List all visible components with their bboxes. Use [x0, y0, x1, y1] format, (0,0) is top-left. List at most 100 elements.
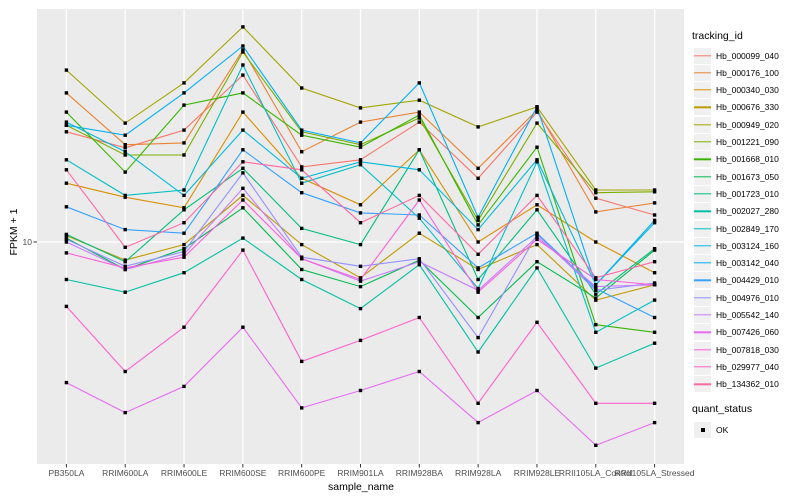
data-point-marker — [535, 105, 539, 109]
data-point-marker — [476, 315, 480, 320]
data-point-marker — [182, 325, 186, 329]
legend-item: Hb_000949_020 — [694, 116, 779, 133]
x-tick-label: RRIM901LA — [337, 468, 384, 478]
data-point-marker — [182, 206, 186, 210]
data-point-marker — [64, 130, 69, 134]
data-point-marker — [535, 145, 539, 149]
black-square-marker-icon — [700, 427, 705, 432]
data-point-marker — [358, 145, 363, 149]
legend-color-line — [694, 331, 711, 333]
data-point-marker — [123, 143, 127, 147]
data-point-marker — [594, 296, 598, 300]
data-point-marker — [241, 171, 245, 175]
data-point-marker — [476, 420, 480, 425]
legend-item: Hb_002027_280 — [694, 203, 779, 220]
data-point-marker — [123, 146, 127, 150]
data-point-marker — [64, 158, 69, 162]
x-tick-label: RRIM928LA — [454, 468, 502, 478]
y-tick-label: 10 — [22, 237, 32, 247]
legend-item: Hb_000099_040 — [694, 47, 779, 64]
legend-color-line — [694, 106, 711, 109]
data-point-marker — [594, 288, 598, 292]
data-point-marker — [182, 153, 186, 157]
data-point-marker — [476, 350, 480, 354]
data-point-marker — [535, 193, 539, 198]
legend-key — [694, 116, 711, 133]
data-point-marker — [358, 221, 363, 225]
legend-item: Hb_001221_090 — [694, 134, 779, 151]
legend-item-label: Hb_004429_010 — [716, 275, 779, 286]
data-point-marker — [64, 205, 69, 209]
data-point-marker — [123, 369, 127, 374]
data-point-marker — [652, 260, 657, 264]
data-point-marker — [64, 251, 69, 255]
data-point-marker — [123, 170, 127, 174]
data-point-marker — [64, 91, 69, 95]
data-point-marker — [417, 168, 421, 172]
data-point-marker — [241, 325, 245, 329]
legend-key — [694, 272, 711, 289]
data-point-marker — [358, 284, 363, 289]
data-point-marker — [535, 242, 539, 247]
data-point-marker — [417, 110, 421, 114]
legend-key — [694, 324, 711, 341]
data-point-marker — [358, 120, 363, 124]
data-point-marker — [417, 198, 421, 202]
data-point-marker — [594, 292, 598, 296]
legend-key — [694, 358, 711, 375]
data-point-marker — [358, 306, 363, 311]
data-point-marker — [652, 213, 657, 217]
legend-color-line — [694, 383, 711, 385]
legend-color-line — [694, 193, 711, 195]
data-point-marker — [417, 216, 421, 220]
data-point-marker — [476, 227, 480, 232]
legend-item: Hb_004976_010 — [694, 289, 779, 306]
legend-key — [694, 289, 711, 306]
legend-color-line — [694, 296, 711, 299]
data-point-marker — [64, 237, 69, 242]
data-point-marker — [594, 330, 598, 334]
data-point-marker — [476, 335, 480, 340]
legend-quant-item: OK — [694, 421, 728, 438]
data-point-marker — [241, 248, 245, 252]
x-tick-label: RRII105LA_Stressed — [614, 468, 695, 478]
legend-item-label: Hb_002027_280 — [716, 206, 779, 217]
legend-color-line — [694, 227, 711, 230]
data-point-marker — [300, 130, 304, 134]
data-point-marker — [417, 231, 421, 235]
x-axis-title: sample_name — [328, 481, 394, 493]
data-point-marker — [358, 141, 363, 145]
data-point-marker — [182, 249, 186, 254]
data-point-marker — [300, 165, 304, 169]
data-point-marker — [182, 242, 186, 247]
x-tick-label: RRIM600SE — [219, 468, 267, 478]
legend-item: Hb_000676_330 — [694, 99, 779, 116]
legend-item-label: Hb_001723_010 — [716, 188, 779, 199]
x-tick-label: RRIM928BA — [395, 468, 443, 478]
data-point-marker — [64, 380, 69, 385]
data-point-marker — [241, 48, 245, 52]
data-point-marker — [300, 257, 304, 261]
data-point-marker — [476, 401, 480, 405]
data-point-marker — [64, 277, 69, 282]
legend-item-label: Hb_134362_010 — [716, 379, 779, 390]
x-tick-label: RRIM928LE — [513, 468, 561, 478]
legend-color-line — [694, 158, 711, 160]
data-point-marker — [652, 341, 657, 345]
data-point-marker — [417, 113, 421, 117]
data-point-marker — [417, 315, 421, 320]
legend-key — [694, 220, 711, 237]
data-point-marker — [476, 125, 480, 129]
data-point-marker — [594, 196, 598, 200]
data-point-marker — [182, 103, 186, 107]
data-point-marker — [594, 240, 598, 244]
data-point-marker — [300, 181, 304, 185]
data-point-marker — [241, 91, 245, 95]
data-point-marker — [358, 163, 363, 167]
data-point-marker — [358, 338, 363, 343]
data-point-marker — [476, 286, 480, 291]
data-point-marker — [241, 148, 245, 152]
data-point-marker — [535, 260, 539, 264]
legend-color-line — [694, 262, 711, 264]
data-point-marker — [182, 188, 186, 192]
